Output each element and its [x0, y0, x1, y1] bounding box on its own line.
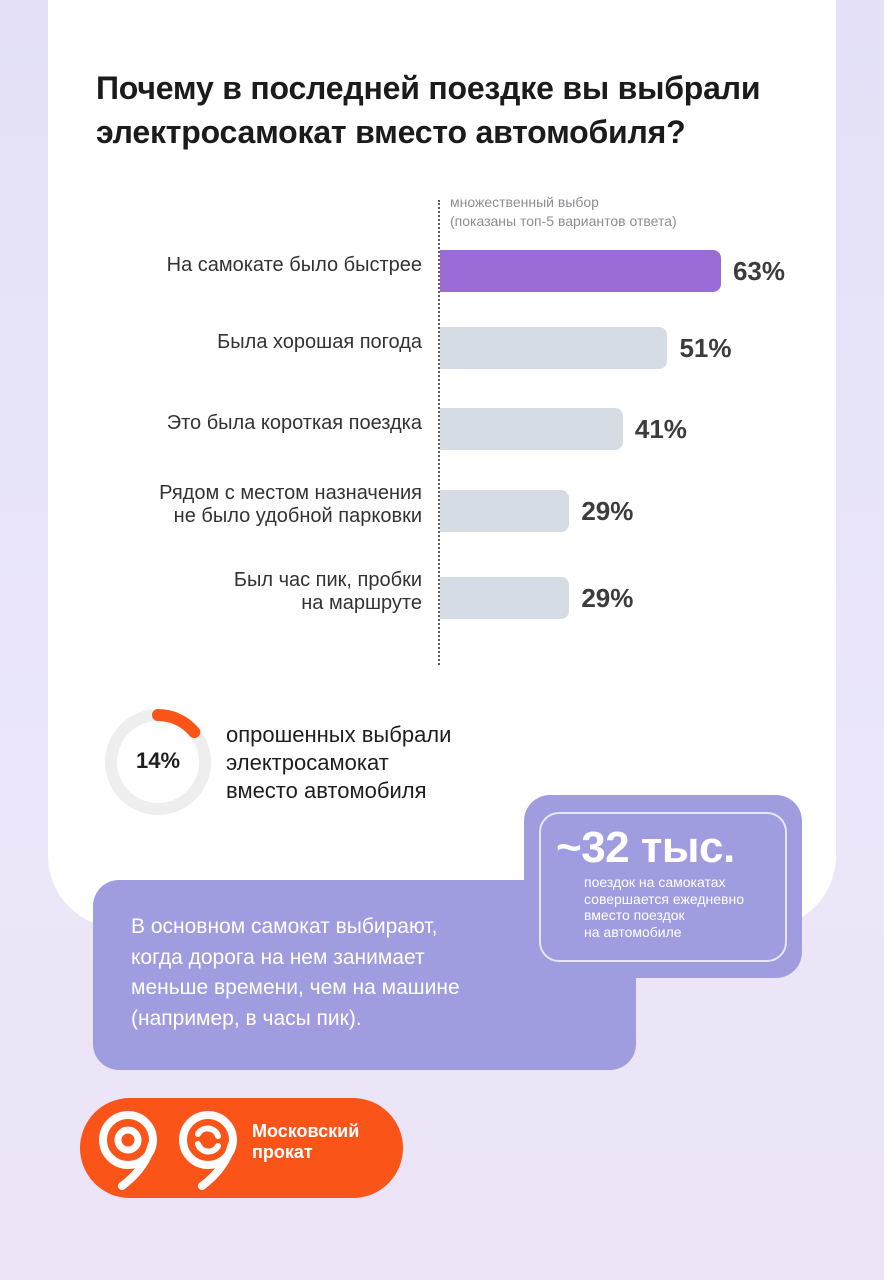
stat-text-line: поездок на самокатах: [584, 874, 726, 890]
category-label-line: Был час пик, пробки: [233, 569, 422, 591]
share-donut: [105, 709, 211, 815]
bar: [440, 408, 623, 450]
category-label: Был час пик, пробки на маршруте: [62, 569, 422, 615]
category-label: Это была короткая поездка: [62, 412, 422, 435]
value-label: 63%: [732, 256, 786, 286]
summary-line: меньше времени, чем на машине: [131, 976, 460, 999]
brand-name-line: Московский: [252, 1121, 360, 1141]
value-label: 51%: [679, 333, 732, 363]
value-label: 29%: [581, 583, 634, 613]
value-label: 29%: [581, 496, 634, 526]
brand-name: Московский прокат: [252, 1121, 402, 1163]
summary-line: когда дорога на нем занимает: [131, 945, 425, 969]
category-label: Рядом с местом назначения не было удобной…: [62, 482, 422, 528]
share-text-line: опрошенных выбрали: [226, 722, 452, 747]
share-text-line: вместо автомобиля: [226, 778, 427, 803]
stat-description: поездок на самокатах совершается ежеднев…: [584, 874, 784, 940]
brand-name-line: прокат: [252, 1142, 313, 1162]
stat-text-line: на автомобиле: [584, 923, 682, 940]
note-line: (показаны топ-5 вариантов ответа): [450, 213, 677, 229]
bar: [440, 327, 668, 369]
bar: [440, 250, 721, 292]
stat-text-line: вместо поездок: [584, 907, 685, 923]
summary-line: (например, в часы пик).: [131, 1006, 362, 1030]
category-label: Была хорошая погода: [62, 331, 422, 354]
nine-mark-icon: [99, 1111, 157, 1190]
content-card: [48, 0, 836, 928]
stat-number: ~32 тыс.: [556, 823, 735, 872]
category-label-line: Это была короткая поездка: [166, 411, 422, 434]
share-text-line: электросамокат: [226, 750, 389, 775]
chart-title: Почему в последней поездке вы выбрали эл…: [96, 70, 761, 150]
category-label: На самокате было быстрее: [62, 254, 422, 277]
category-label-line: на маршруте: [301, 592, 422, 614]
chart-note: множественный выбор (показаны топ-5 вари…: [450, 193, 790, 231]
category-label-line: не было удобной парковки: [173, 505, 422, 527]
donut-arc: [105, 709, 211, 815]
note-line: множественный выбор: [450, 194, 599, 210]
stat-text-line: совершается ежедневно: [584, 890, 744, 907]
summary-line: В основном самокат выбирают,: [131, 915, 438, 938]
chart-axis-line: [438, 200, 440, 665]
bar: [440, 577, 570, 619]
summary-text: В основном самокат выбирают, когда дорог…: [131, 912, 571, 1034]
value-label: 41%: [634, 414, 687, 444]
share-value: 14%: [135, 748, 181, 773]
stat-frame: [539, 812, 787, 962]
bar: [440, 490, 570, 532]
category-label-line: Рядом с местом назначения: [159, 482, 422, 504]
rental-cycle-icon: [179, 1111, 237, 1190]
category-label-line: Была хорошая погода: [217, 330, 422, 353]
share-description: опрошенных выбрали электросамокат вместо…: [226, 721, 526, 805]
category-label-line: На самокате было быстрее: [166, 253, 422, 276]
